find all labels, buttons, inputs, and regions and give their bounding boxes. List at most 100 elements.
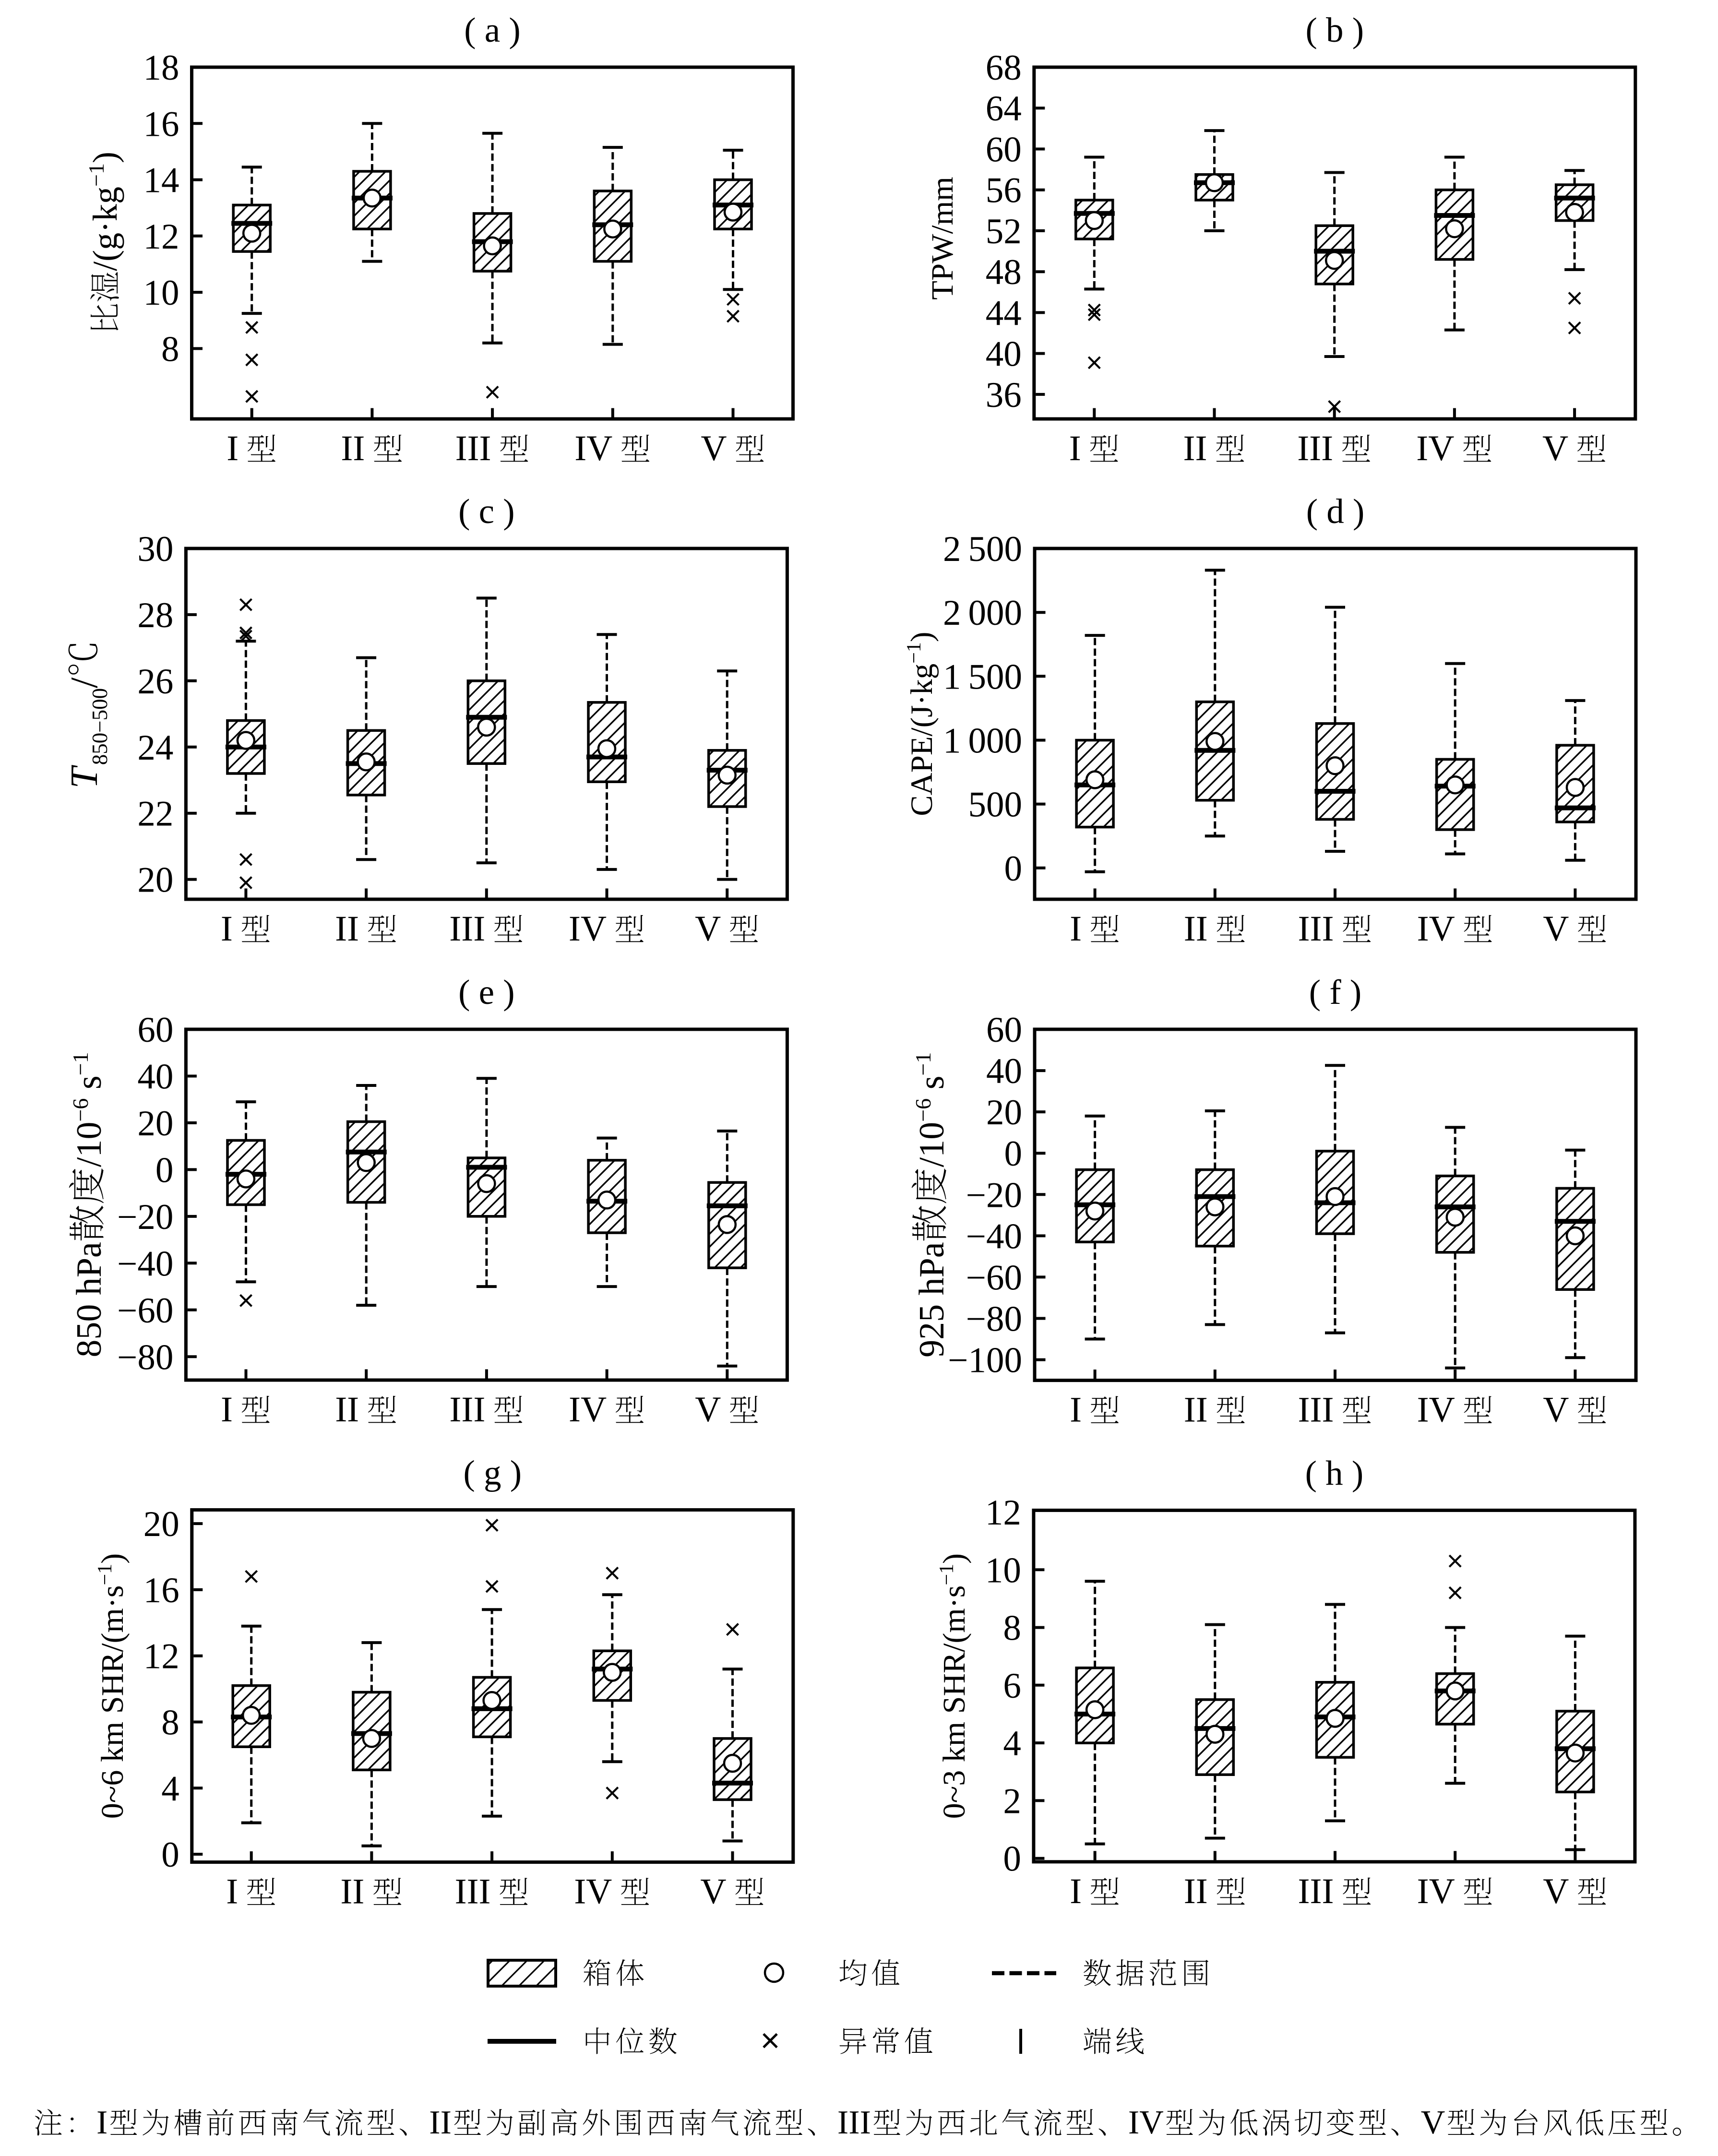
svg-text:II: II bbox=[341, 429, 365, 468]
svg-text:III: III bbox=[455, 1872, 491, 1912]
svg-text:II: II bbox=[1184, 1390, 1208, 1430]
svg-text:): ) bbox=[905, 631, 939, 642]
svg-text:−20: −20 bbox=[117, 1197, 173, 1237]
svg-text:52: 52 bbox=[986, 212, 1022, 251]
svg-text:): ) bbox=[86, 152, 124, 163]
svg-text:850 hPa: 850 hPa bbox=[70, 1242, 109, 1358]
svg-text:IV: IV bbox=[574, 1872, 612, 1912]
svg-text:8: 8 bbox=[1003, 1608, 1021, 1648]
svg-text:I: I bbox=[221, 1390, 233, 1429]
svg-text:( f ): ( f ) bbox=[1309, 973, 1361, 1012]
svg-text:I: I bbox=[860, 2104, 871, 2141]
svg-text:20: 20 bbox=[986, 1093, 1022, 1132]
svg-text:−80: −80 bbox=[117, 1337, 173, 1377]
svg-text:T: T bbox=[63, 764, 106, 788]
svg-text:−80: −80 bbox=[966, 1299, 1022, 1339]
svg-text:−1: −1 bbox=[94, 1564, 116, 1585]
svg-text:I: I bbox=[848, 2104, 859, 2141]
svg-text:IV: IV bbox=[1417, 1871, 1455, 1911]
svg-text:10: 10 bbox=[143, 273, 179, 313]
svg-text:II: II bbox=[1184, 1871, 1208, 1911]
svg-text:I: I bbox=[1069, 429, 1081, 468]
svg-text:( c ): ( c ) bbox=[458, 492, 515, 531]
svg-text:II: II bbox=[1184, 909, 1208, 949]
svg-text:28: 28 bbox=[137, 596, 173, 635]
svg-text:III: III bbox=[455, 429, 491, 468]
svg-text:II: II bbox=[1183, 429, 1207, 468]
svg-text:I: I bbox=[1070, 1390, 1082, 1430]
svg-text:/10: /10 bbox=[912, 1122, 952, 1167]
svg-text:6: 6 bbox=[1003, 1666, 1021, 1706]
svg-text:IV: IV bbox=[1416, 429, 1454, 468]
svg-text:−100: −100 bbox=[948, 1341, 1022, 1381]
svg-text:I: I bbox=[1070, 909, 1082, 949]
svg-text:850−500: 850−500 bbox=[88, 688, 112, 765]
svg-text:V: V bbox=[695, 909, 721, 949]
svg-text:22: 22 bbox=[137, 794, 173, 834]
svg-text:925 hPa: 925 hPa bbox=[912, 1242, 952, 1358]
svg-text:−1: −1 bbox=[84, 163, 108, 187]
svg-text:1 000: 1 000 bbox=[943, 721, 1022, 761]
svg-text:/: / bbox=[63, 677, 106, 688]
svg-text:V: V bbox=[700, 1872, 726, 1912]
svg-text:−6: −6 bbox=[911, 1098, 935, 1122]
svg-text:4: 4 bbox=[161, 1769, 179, 1809]
svg-text:24: 24 bbox=[137, 728, 173, 768]
svg-text:−40: −40 bbox=[117, 1244, 173, 1284]
svg-text:/10: /10 bbox=[70, 1122, 109, 1167]
svg-text:2 000: 2 000 bbox=[943, 593, 1022, 633]
svg-text:( a ): ( a ) bbox=[464, 11, 521, 49]
svg-text:III: III bbox=[1298, 1390, 1334, 1430]
svg-text:( b ): ( b ) bbox=[1306, 11, 1364, 49]
svg-text:IV: IV bbox=[574, 429, 612, 468]
svg-text:V: V bbox=[1542, 429, 1568, 468]
svg-text:64: 64 bbox=[986, 89, 1022, 129]
svg-text:V: V bbox=[701, 429, 727, 468]
svg-text:I: I bbox=[226, 1872, 238, 1912]
svg-text:V: V bbox=[695, 1390, 721, 1429]
svg-text:IV: IV bbox=[1417, 1390, 1455, 1430]
svg-text:V: V bbox=[1543, 1390, 1569, 1430]
svg-text:CAPE/(J·kg: CAPE/(J·kg bbox=[905, 664, 939, 816]
svg-text:III: III bbox=[1298, 909, 1334, 949]
svg-text:40: 40 bbox=[986, 1051, 1022, 1091]
svg-text:IV: IV bbox=[1417, 909, 1455, 949]
svg-text:0~6 km SHR/(m·s: 0~6 km SHR/(m·s bbox=[95, 1585, 130, 1819]
svg-text:2 500: 2 500 bbox=[943, 529, 1022, 569]
svg-text:( h ): ( h ) bbox=[1305, 1453, 1364, 1492]
svg-text:I: I bbox=[837, 2104, 848, 2141]
svg-text:14: 14 bbox=[143, 161, 179, 201]
svg-text:48: 48 bbox=[986, 252, 1022, 292]
svg-text:I: I bbox=[429, 2104, 440, 2141]
svg-text:−6: −6 bbox=[68, 1098, 93, 1122]
svg-text:12: 12 bbox=[985, 1493, 1021, 1533]
svg-text:−1: −1 bbox=[903, 642, 925, 664]
svg-text:0: 0 bbox=[1004, 849, 1023, 889]
svg-text:( d ): ( d ) bbox=[1306, 492, 1365, 531]
svg-text:12: 12 bbox=[143, 1637, 179, 1677]
svg-text:III: III bbox=[449, 1390, 485, 1429]
svg-text:0: 0 bbox=[155, 1150, 174, 1190]
svg-text:16: 16 bbox=[143, 1571, 179, 1610]
svg-text:16: 16 bbox=[143, 104, 179, 144]
svg-text:44: 44 bbox=[986, 293, 1022, 333]
svg-text:68: 68 bbox=[986, 48, 1022, 88]
svg-text:I: I bbox=[221, 909, 233, 949]
svg-text:/(g·kg: /(g·kg bbox=[86, 187, 124, 271]
svg-text:40: 40 bbox=[137, 1057, 173, 1097]
svg-text:36: 36 bbox=[986, 375, 1022, 415]
svg-text:IV: IV bbox=[569, 909, 607, 949]
svg-text:IV: IV bbox=[569, 1390, 607, 1429]
svg-text:4: 4 bbox=[1003, 1724, 1021, 1763]
svg-text:30: 30 bbox=[137, 529, 173, 569]
svg-text:V: V bbox=[1139, 2104, 1164, 2141]
svg-text:18: 18 bbox=[143, 48, 179, 88]
svg-text:V: V bbox=[1543, 909, 1569, 949]
svg-text:−60: −60 bbox=[966, 1258, 1022, 1298]
svg-text:2: 2 bbox=[1003, 1781, 1021, 1821]
svg-text:8: 8 bbox=[161, 1703, 179, 1743]
svg-text:0: 0 bbox=[1004, 1134, 1023, 1174]
svg-text:56: 56 bbox=[986, 171, 1022, 211]
svg-text:−60: −60 bbox=[117, 1291, 173, 1331]
svg-text:60: 60 bbox=[137, 1010, 173, 1050]
